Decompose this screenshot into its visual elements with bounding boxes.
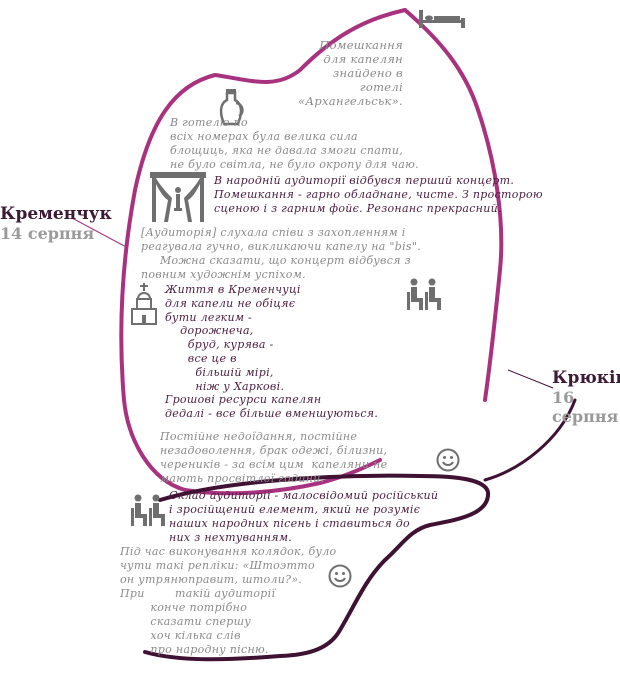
city-date: 14 серпня	[0, 224, 95, 243]
kremenchuk-region-outline	[119, 8, 407, 496]
note-concert: В народній аудиторії відбувся перший кон…	[214, 174, 543, 215]
kriukiv-leader	[507, 369, 554, 389]
kriukiv-region-outline	[143, 473, 491, 662]
bed-icon	[419, 10, 465, 28]
kremenchuk-leader	[71, 217, 129, 249]
note-hunger: Постійне недоїдання, постійне незадоволе…	[160, 430, 388, 485]
jug-icon	[219, 89, 244, 126]
seated-audience-icon	[407, 278, 441, 310]
city-name: Кременчук	[0, 204, 112, 224]
note-rooms: В готелю по всіх номерах була велика сил…	[170, 116, 419, 171]
note-carols: Під час виконування колядок, було чути т…	[120, 545, 337, 586]
city-date: 16 серпня	[552, 388, 619, 426]
city-label-kremenchuk: Кременчук 14 серпня	[0, 204, 112, 243]
stage-curtain-icon	[150, 172, 206, 222]
smiley-icon	[436, 448, 460, 472]
city-name: Крюків	[552, 368, 620, 388]
note-hotel: Помешкання для капелян знайдено в готелі…	[298, 38, 403, 108]
note-life: Життя в Кременчуці для капели не обіцяє …	[165, 283, 379, 421]
note-audience: [Аудиторія] слухала співи з захопленням …	[141, 226, 422, 281]
city-label-kriukiv: Крюків 16 серпня	[552, 368, 620, 426]
kremenchuk-region-outline-right	[403, 8, 504, 402]
note-advice: При такій аудиторії конче потрібно сказа…	[120, 587, 276, 656]
church-icon	[131, 283, 157, 325]
note-composition: Склад аудиторії - малосвідомий російськи…	[169, 489, 439, 544]
kriukiv-top-curve	[483, 398, 577, 482]
seated-audience-icon	[131, 494, 165, 526]
smiley-icon	[328, 564, 352, 588]
